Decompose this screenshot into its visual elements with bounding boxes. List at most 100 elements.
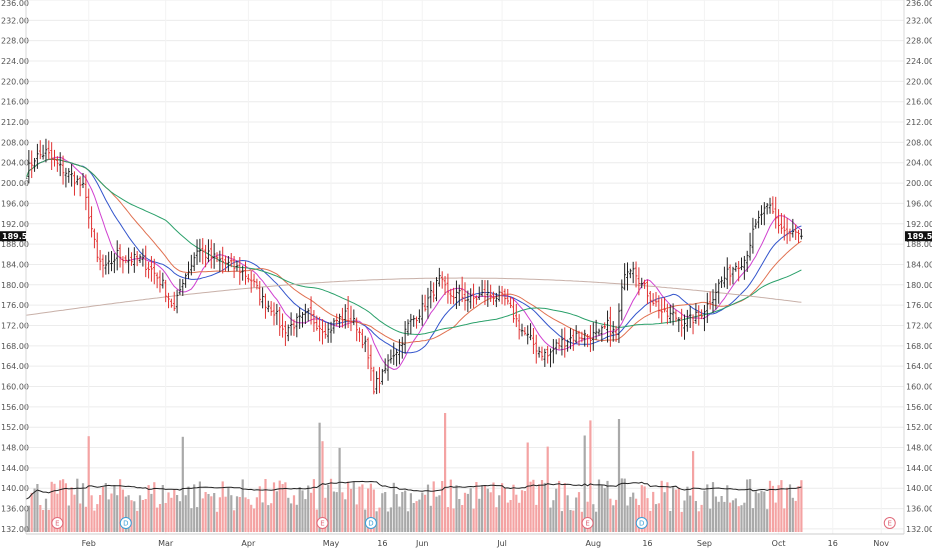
ohlc-bar <box>207 239 210 263</box>
volume-bar <box>204 492 207 532</box>
volume-bar <box>318 422 321 532</box>
ohlc-bar <box>61 155 65 185</box>
volume-bar <box>526 442 529 532</box>
ohlc-bar <box>788 228 792 242</box>
volume-bar <box>449 479 452 532</box>
volume-bar <box>757 493 760 532</box>
ohlc-bar <box>150 256 153 282</box>
ohlc-bar <box>53 149 56 167</box>
ohlc-bar <box>785 217 789 244</box>
volume-bar <box>592 504 595 532</box>
volume-bar <box>335 492 338 532</box>
y-tick-label-left: 228.00 <box>1 37 29 46</box>
volume-bar <box>657 503 660 532</box>
ohlc-bar <box>694 303 698 324</box>
volume-bar <box>207 494 210 532</box>
volume-bar <box>167 492 170 532</box>
volume-bar <box>677 487 680 532</box>
volume-bar <box>264 479 267 532</box>
ohlc-bar <box>737 261 740 282</box>
volume-bar <box>788 484 792 532</box>
ohlc-bar <box>346 296 350 329</box>
volume-bar <box>284 482 287 532</box>
y-tick-label-right: 184.00 <box>906 260 932 269</box>
ohlc-bar <box>232 256 236 279</box>
ohlc-bar <box>272 302 276 326</box>
ohlc-bar <box>583 329 587 347</box>
ohlc-bar <box>309 296 313 325</box>
y-tick-label-right: 164.00 <box>906 362 932 371</box>
ohlc-bar <box>238 257 242 285</box>
ohlc-bar <box>597 328 601 336</box>
ohlc-bar <box>680 308 683 337</box>
volume-bar <box>338 447 341 532</box>
volume-bar <box>572 510 575 532</box>
ohlc-bar <box>797 229 800 244</box>
y-tick-label-left: 192.00 <box>1 220 29 229</box>
volume-bar <box>435 496 438 532</box>
volume-bar <box>73 494 76 532</box>
volume-bar <box>355 504 358 532</box>
ohlc-bar <box>227 255 230 272</box>
ohlc-bar <box>620 279 624 321</box>
y-tick-label-left: 140.00 <box>1 484 29 493</box>
volume-bar <box>746 479 749 532</box>
ohlc-bar <box>175 289 179 314</box>
volume-bar <box>67 505 70 532</box>
y-tick-label-right: 176.00 <box>906 301 932 310</box>
volume-bar <box>560 511 563 532</box>
ohlc-bar <box>264 293 267 319</box>
volume-bar <box>173 489 176 532</box>
volume-bar <box>415 501 418 532</box>
ohlc-bar <box>523 327 527 336</box>
y-tick-label-right: 196.00 <box>906 199 932 208</box>
ohlc-bar <box>751 217 755 254</box>
ohlc-bar <box>489 284 492 302</box>
volume-bar <box>606 480 609 532</box>
ohlc-bar <box>375 371 378 395</box>
volume-bar <box>729 502 732 532</box>
y-tick-label-right: 140.00 <box>906 484 932 493</box>
volume-bar <box>395 494 398 532</box>
volume-bar <box>233 510 236 532</box>
ohlc-bar <box>557 338 561 350</box>
ohlc-bar <box>224 255 227 272</box>
y-tick-label-left: 200.00 <box>1 179 29 188</box>
ohlc-bar <box>725 257 729 289</box>
ohlc-bar <box>64 167 68 188</box>
volume-bar <box>136 510 139 532</box>
volume-bar <box>184 495 187 532</box>
volume-bar <box>774 502 777 532</box>
ohlc-bar <box>415 316 418 329</box>
ohlc-bar <box>190 254 193 276</box>
volume-bar <box>161 485 164 532</box>
ohlc-bar <box>794 224 797 241</box>
ohlc-bar <box>164 279 167 303</box>
ohlc-bar <box>497 285 501 302</box>
ohlc-bar <box>198 238 202 263</box>
earnings-marker: E <box>581 517 594 529</box>
volume-bar <box>603 488 606 532</box>
ohlc-bar <box>181 279 185 296</box>
price-bars <box>24 138 803 395</box>
volume-bar <box>153 482 156 532</box>
volume-bar <box>640 485 643 532</box>
volume-bar <box>301 490 304 532</box>
volume-bar <box>723 501 726 532</box>
ohlc-bar <box>304 303 307 325</box>
ohlc-bar <box>98 249 102 271</box>
volume-bar <box>768 480 772 532</box>
volume-bar <box>44 498 48 532</box>
volume-bar <box>509 500 512 532</box>
ohlc-bar <box>235 260 239 272</box>
ohlc-bar <box>534 334 538 364</box>
volume-ma-line <box>25 480 802 500</box>
volume-bar <box>96 504 99 532</box>
x-tick-label: Nov <box>873 539 889 548</box>
ohlc-bar <box>603 322 606 329</box>
volume-bar <box>503 488 506 532</box>
volume-bar <box>737 506 740 532</box>
ohlc-bar <box>569 328 572 350</box>
volume-bar <box>138 495 142 532</box>
